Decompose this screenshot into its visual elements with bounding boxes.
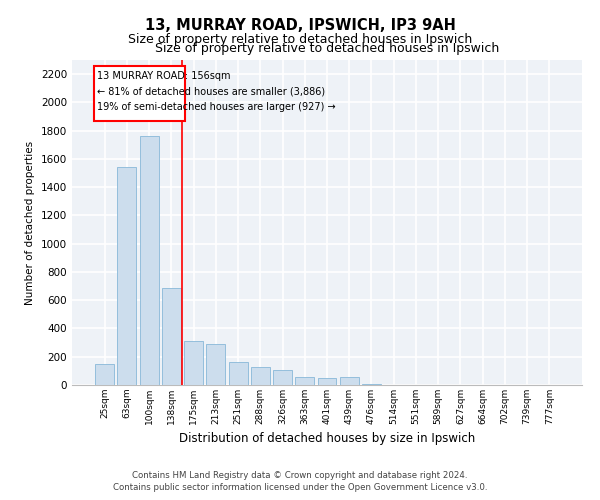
Bar: [295, 376, 314, 385]
Bar: [162, 288, 181, 385]
Text: 19% of semi-detached houses are larger (927) →: 19% of semi-detached houses are larger (…: [97, 102, 335, 113]
Bar: [362, 384, 381, 385]
Text: Size of property relative to detached houses in Ipswich: Size of property relative to detached ho…: [128, 32, 472, 46]
Text: 13, MURRAY ROAD, IPSWICH, IP3 9AH: 13, MURRAY ROAD, IPSWICH, IP3 9AH: [145, 18, 455, 32]
Bar: [140, 136, 158, 385]
Y-axis label: Number of detached properties: Number of detached properties: [25, 140, 35, 304]
Bar: [206, 344, 225, 385]
Bar: [184, 341, 203, 385]
Bar: [118, 168, 136, 385]
Text: ← 81% of detached houses are smaller (3,886): ← 81% of detached houses are smaller (3,…: [97, 87, 325, 97]
Bar: [95, 364, 114, 385]
Bar: [251, 366, 270, 385]
Bar: [273, 370, 292, 385]
Bar: [317, 378, 337, 385]
X-axis label: Distribution of detached houses by size in Ipswich: Distribution of detached houses by size …: [179, 432, 475, 446]
Bar: [340, 376, 359, 385]
Title: Size of property relative to detached houses in Ipswich: Size of property relative to detached ho…: [155, 42, 499, 54]
Bar: [229, 362, 248, 385]
Text: 13 MURRAY ROAD: 156sqm: 13 MURRAY ROAD: 156sqm: [97, 72, 230, 82]
Text: Contains HM Land Registry data © Crown copyright and database right 2024.
Contai: Contains HM Land Registry data © Crown c…: [113, 471, 487, 492]
FancyBboxPatch shape: [94, 66, 185, 121]
